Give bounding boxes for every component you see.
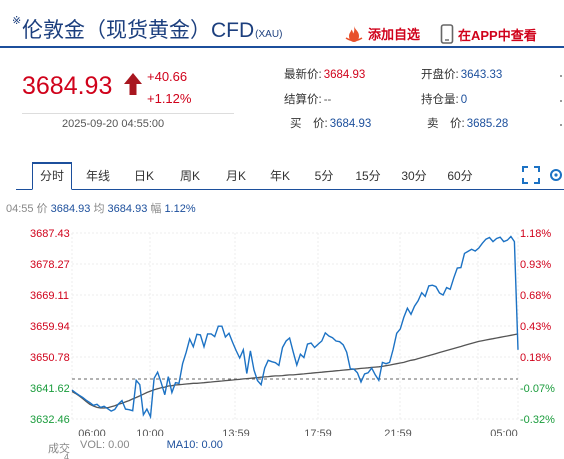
pct-tick-label: -0.07% [520,383,555,395]
intraday-chart[interactable]: 3687.43 3678.27 3669.11 3659.94 3650.78 3641.… [0,222,564,436]
info-avg-label: 均 [93,203,105,215]
field-open-value: 3643.33 [460,69,503,81]
tab-15min[interactable]: 15分 [355,169,381,183]
tab-yearly-k[interactable]: 年K [269,169,290,183]
tab-weekly-k[interactable]: 周K [179,169,200,183]
title-mark: ※ [12,15,22,27]
field-settle: 结算价: -- [284,91,331,107]
info-price-label: 价 [36,203,48,215]
field-open-label: 开盘价: [421,69,459,81]
y-tick-label: 3632.46 [30,414,70,426]
chart-grid [71,232,519,420]
pct-tick-label: 0.43% [520,321,551,333]
pct-tick-label: 0.18% [520,352,551,364]
y-tick-label: 3650.78 [30,352,70,364]
x-tick-label: 21:59 [384,428,412,436]
volume-scale: 4 [64,452,70,459]
view-in-app-label: 在APP中查看 [458,27,537,43]
field-settle-value: -- [323,94,332,106]
info-amp: 1.12% [164,203,196,215]
info-price: 3684.93 [50,203,91,215]
instrument-code: (XAU) [255,29,283,40]
up-arrow-icon [124,73,142,95]
field-open-interest: 持仓量: 0 [421,91,467,107]
view-in-app-button[interactable]: 在APP中查看 [440,24,537,44]
instrument-name: 伦敦金（现货黄金）CFD [22,19,255,42]
field-ask-value: 3685.28 [466,118,509,130]
edge-mark [560,124,562,126]
tab-daily-k[interactable]: 日K [133,169,154,183]
y-tick-label: 3687.43 [30,228,70,240]
x-axis-ticks: 06:00 10:00 13:59 17:59 21:59 05:00 [78,428,518,436]
field-bid: 买 价: 3684.93 [290,115,371,131]
volume-value: VOL: 0.00 [80,439,130,451]
x-tick-label: 06:00 [78,428,106,436]
y-axis-ticks: 3687.43 3678.27 3669.11 3659.94 3650.78 3641.… [30,228,70,426]
x-tick-label: 13:59 [222,428,250,436]
y-tick-label: 3641.62 [30,383,70,395]
tab-monthly-k[interactable]: 月K [225,169,246,183]
tab-60min[interactable]: 60分 [447,169,473,183]
info-avg: 3684.93 [107,203,148,215]
pct-tick-label: 1.18% [520,228,551,240]
field-bid-value: 3684.93 [329,118,372,130]
edge-mark [560,75,562,77]
tab-30min[interactable]: 30分 [401,169,427,183]
info-amp-label: 幅 [150,203,162,215]
percent-axis-ticks: 1.18% 0.93% 0.68% 0.43% 0.18% -0.07% -0.32% [520,228,555,426]
avg-price-line [71,333,519,409]
volume-ma10: MA10: 0.00 [166,439,223,451]
tab-year-line[interactable]: 年线 [85,169,110,183]
price-change-percent: +1.12% [147,91,192,106]
x-tick-label: 10:00 [136,428,164,436]
fullscreen-icon[interactable] [522,166,540,184]
page-title: 伦敦金（现货黄金）CFD(XAU) [22,14,282,44]
field-oi-value: 0 [460,94,468,106]
x-tick-label: 17:59 [304,428,332,436]
settings-icon[interactable] [548,166,564,184]
field-open: 开盘价: 3643.33 [421,66,502,82]
last-price: 3684.93 [22,72,113,100]
pct-tick-label: 0.93% [520,259,551,271]
volume-title: 成交 [48,443,70,455]
tab-intraday[interactable]: 分时 [32,162,72,190]
y-tick-label: 3669.11 [30,290,69,302]
add-watchlist-label: 添加自选 [368,27,421,42]
quote-divider [22,113,234,114]
field-latest: 最新价: 3684.93 [284,66,365,82]
field-settle-label: 结算价: [284,94,322,106]
field-bid-label: 买 价: [290,118,328,130]
y-tick-label: 3659.94 [30,321,70,333]
flame-icon [345,25,363,42]
edge-mark [560,100,562,102]
pct-tick-label: -0.32% [520,414,555,426]
price-change: +40.66 [147,69,188,84]
period-tabs: 分时 年线 日K 周K 月K 年K 5分 15分 30分 60分 [16,162,564,190]
y-tick-label: 3678.27 [30,259,70,271]
field-latest-label: 最新价: [284,69,322,81]
volume-indicator: VOL: 0.00 MA10: 0.00 [80,439,223,451]
field-ask-label: 卖 价: [427,118,465,130]
info-time: 04:55 [6,203,34,215]
field-oi-label: 持仓量: [421,94,459,106]
add-watchlist-button[interactable]: 添加自选 [344,24,420,43]
field-latest-value: 3684.93 [323,69,366,81]
pct-tick-label: 0.68% [520,290,551,302]
crosshair-info: 04:55 价 3684.93 均 3684.93 幅 1.12% [6,200,196,216]
page-header: ※ 伦敦金（现货黄金）CFD(XAU) 添加自选 在APP中查看 [0,0,564,48]
field-ask: 卖 价: 3685.28 [427,115,508,131]
phone-icon [440,24,454,44]
price-line [71,235,519,420]
quote-time: 2025-09-20 04:55:00 [62,118,165,130]
tab-5min[interactable]: 5分 [314,169,334,183]
x-tick-label: 05:00 [490,428,518,436]
